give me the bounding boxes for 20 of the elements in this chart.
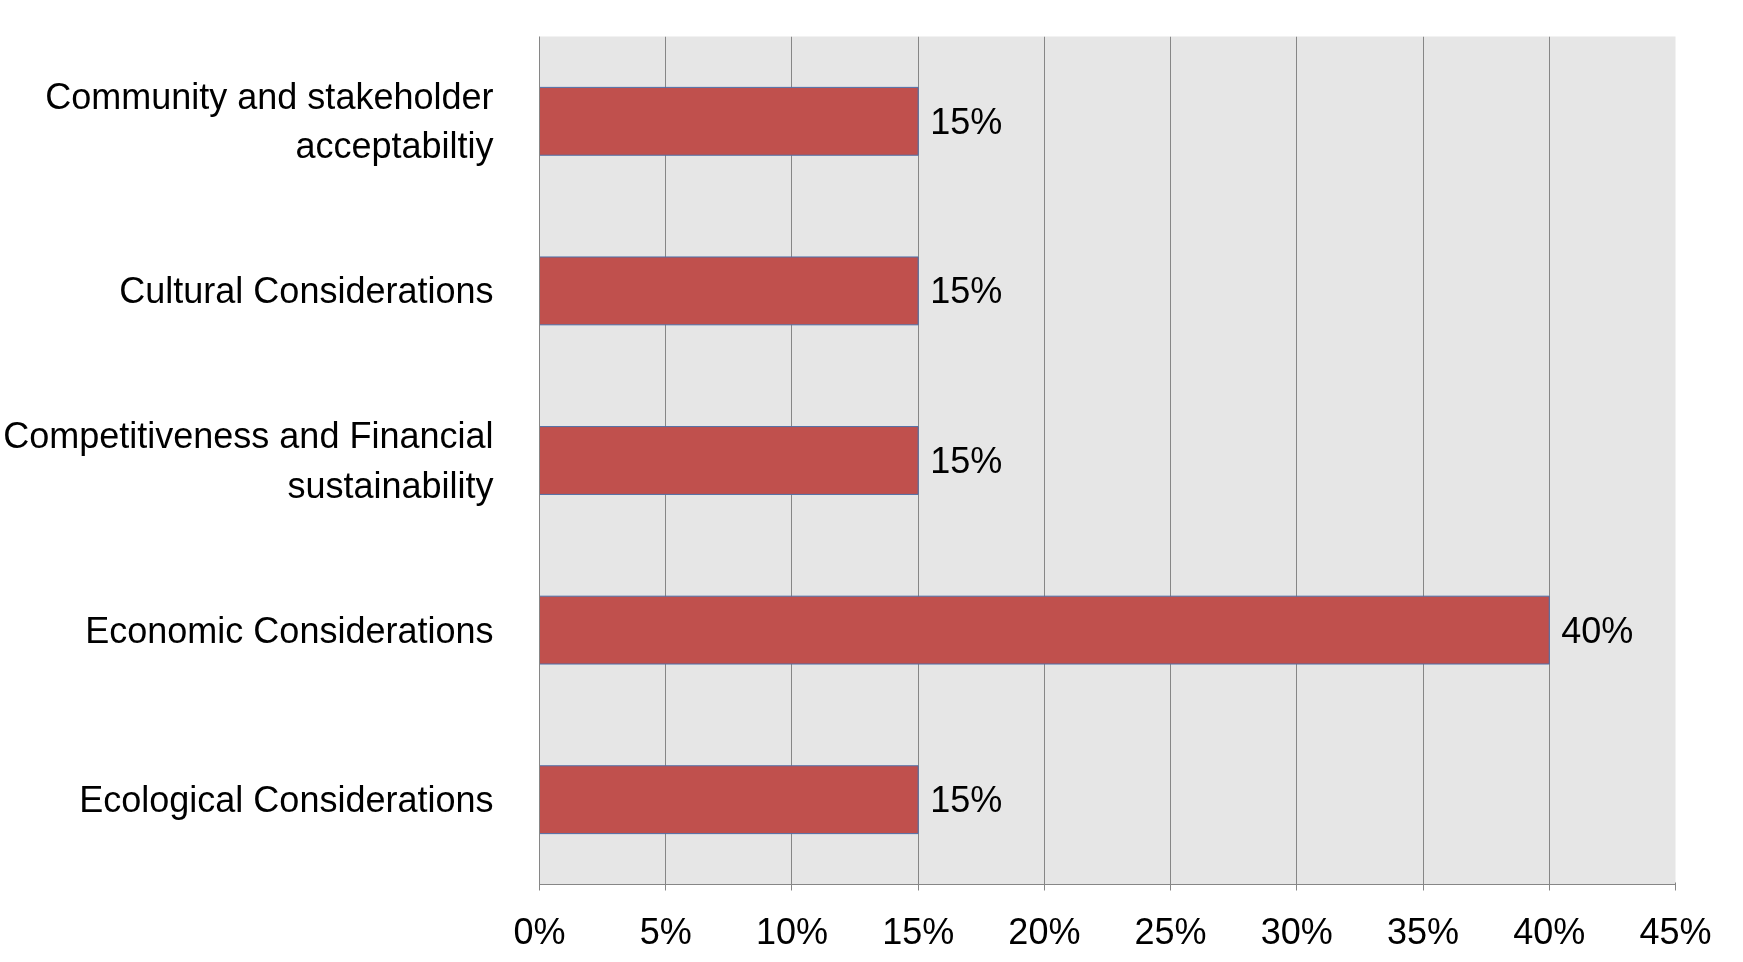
x-tick-label: 40% — [1513, 910, 1586, 952]
data-label: 15% — [930, 779, 1003, 821]
data-label: 15% — [930, 100, 1003, 142]
x-tick-label: 25% — [1134, 910, 1207, 952]
x-tick-label: 10% — [755, 910, 828, 952]
y-tick-label: Cultural Considerations — [119, 270, 494, 312]
data-label: 15% — [930, 270, 1003, 312]
y-tick-label: Competitiveness and Financial sustainability — [3, 415, 494, 506]
y-tick-label: Economic Considerations — [85, 609, 494, 651]
x-tick-label: 45% — [1639, 910, 1712, 952]
data-label: 15% — [930, 440, 1003, 481]
x-tick-label: 0% — [513, 910, 566, 952]
y-tick-label: Ecological Considerations — [79, 779, 494, 821]
x-tick-label: 20% — [1008, 910, 1081, 952]
x-tick-label: 15% — [882, 910, 955, 952]
data-label: 40% — [1561, 609, 1634, 651]
x-tick-label: 5% — [639, 910, 692, 952]
y-tick-label: Community and stakeholder acceptabiltiy — [45, 76, 494, 167]
x-tick-label: 30% — [1260, 910, 1333, 952]
x-tick-label: 35% — [1387, 910, 1460, 952]
